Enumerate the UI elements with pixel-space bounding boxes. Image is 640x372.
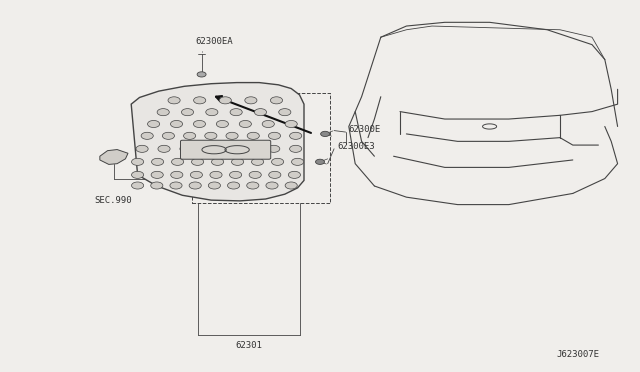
Text: 62300EA: 62300EA <box>195 38 233 46</box>
Bar <box>192 93 330 203</box>
Circle shape <box>249 171 261 179</box>
Circle shape <box>141 132 154 140</box>
Circle shape <box>157 109 169 116</box>
Circle shape <box>205 132 217 140</box>
Circle shape <box>224 145 236 153</box>
Circle shape <box>132 158 144 166</box>
Circle shape <box>193 97 206 104</box>
Circle shape <box>170 182 182 189</box>
Circle shape <box>232 158 244 166</box>
Circle shape <box>151 182 163 189</box>
Text: 62300E: 62300E <box>349 125 381 134</box>
Circle shape <box>191 158 204 166</box>
Circle shape <box>151 171 163 179</box>
Circle shape <box>209 182 220 189</box>
Polygon shape <box>131 83 304 201</box>
Circle shape <box>271 97 283 104</box>
Circle shape <box>211 158 224 166</box>
Circle shape <box>230 171 242 179</box>
Text: 62301: 62301 <box>235 341 262 350</box>
Circle shape <box>269 171 281 179</box>
Circle shape <box>285 182 297 189</box>
Circle shape <box>182 109 193 116</box>
FancyBboxPatch shape <box>180 140 271 159</box>
Circle shape <box>244 97 257 104</box>
Circle shape <box>254 109 267 116</box>
Circle shape <box>290 145 302 153</box>
Circle shape <box>230 109 243 116</box>
Circle shape <box>247 132 259 140</box>
Circle shape <box>316 159 324 164</box>
Circle shape <box>163 132 175 140</box>
Circle shape <box>252 158 264 166</box>
Circle shape <box>158 145 170 153</box>
Circle shape <box>189 182 201 189</box>
Circle shape <box>210 171 222 179</box>
Text: 62300E3: 62300E3 <box>337 142 375 151</box>
Circle shape <box>228 182 240 189</box>
Circle shape <box>168 97 180 104</box>
Circle shape <box>172 158 184 166</box>
Circle shape <box>132 171 144 179</box>
Circle shape <box>202 145 214 153</box>
Text: SEC.990: SEC.990 <box>95 196 132 205</box>
Circle shape <box>268 132 280 140</box>
Circle shape <box>136 145 148 153</box>
Circle shape <box>321 131 330 137</box>
Circle shape <box>271 158 284 166</box>
Circle shape <box>206 109 218 116</box>
Circle shape <box>285 121 297 128</box>
Circle shape <box>170 121 182 128</box>
Circle shape <box>184 132 196 140</box>
Circle shape <box>226 132 238 140</box>
Circle shape <box>239 121 252 128</box>
Circle shape <box>216 121 228 128</box>
Text: J623007E: J623007E <box>557 350 600 359</box>
Circle shape <box>292 158 304 166</box>
Circle shape <box>219 97 232 104</box>
Circle shape <box>279 109 291 116</box>
Circle shape <box>197 72 206 77</box>
Circle shape <box>171 171 183 179</box>
Circle shape <box>289 171 301 179</box>
Circle shape <box>247 182 259 189</box>
Circle shape <box>147 121 160 128</box>
Circle shape <box>193 121 205 128</box>
Circle shape <box>268 145 280 153</box>
Circle shape <box>180 145 192 153</box>
Polygon shape <box>100 150 128 164</box>
Circle shape <box>246 145 258 153</box>
Circle shape <box>190 171 202 179</box>
Circle shape <box>132 182 144 189</box>
Circle shape <box>152 158 164 166</box>
Circle shape <box>266 182 278 189</box>
Circle shape <box>290 132 302 140</box>
Circle shape <box>262 121 275 128</box>
